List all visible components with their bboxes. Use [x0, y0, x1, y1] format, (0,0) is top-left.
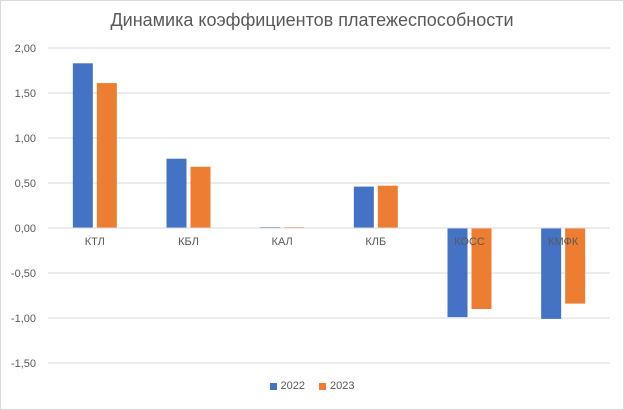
y-tick-label: -1,50: [11, 358, 36, 370]
bars: [72, 63, 586, 319]
y-tick-label: 1,50: [15, 88, 36, 100]
bar-2022-0: [72, 63, 93, 228]
category-labels: КТЛ КБЛ КАЛ КЛБ КОСС КМФК: [85, 236, 579, 248]
category-label: КБЛ: [178, 236, 199, 248]
legend-item: 2023: [319, 380, 354, 392]
legend-item: 2022: [269, 380, 305, 392]
category-label: КТЛ: [85, 236, 105, 248]
legend-label: 2022: [280, 380, 305, 392]
bar-2023-3: [377, 185, 398, 228]
category-label: КМФК: [548, 236, 579, 248]
bar-2023-4: [471, 228, 492, 309]
y-tick-label: 1,00: [15, 133, 36, 145]
bar-2022-1: [166, 158, 187, 228]
category-label: КОСС: [454, 236, 485, 248]
bar-2023-5: [565, 228, 586, 304]
chart-title: Динамика коэффициентов платежеспособност…: [110, 10, 514, 30]
legend-swatch: [269, 382, 277, 390]
category-label: КАЛ: [272, 236, 293, 248]
y-tick-label: 0,00: [15, 223, 36, 235]
category-label: КЛБ: [365, 236, 386, 248]
legend-swatch: [319, 382, 326, 390]
bar-2022-5: [541, 228, 562, 319]
y-tick-label: -1,00: [11, 313, 36, 325]
y-tick-label: -0,50: [11, 268, 36, 280]
bar-2023-1: [190, 166, 211, 228]
bar-2022-4: [447, 228, 468, 318]
y-tick-labels: 2,00 1,50 1,00 0,50 0,00 -0,50 -1,00 -1,50: [11, 43, 36, 370]
legend: 2022 2023: [0, 380, 624, 392]
y-tick-label: 0,50: [15, 178, 36, 190]
grid-lines: [48, 47, 610, 364]
y-tick-label: 2,00: [15, 43, 36, 55]
bar-2022-3: [353, 186, 374, 228]
legend-label: 2023: [330, 380, 355, 392]
bar-2023-0: [96, 83, 117, 228]
